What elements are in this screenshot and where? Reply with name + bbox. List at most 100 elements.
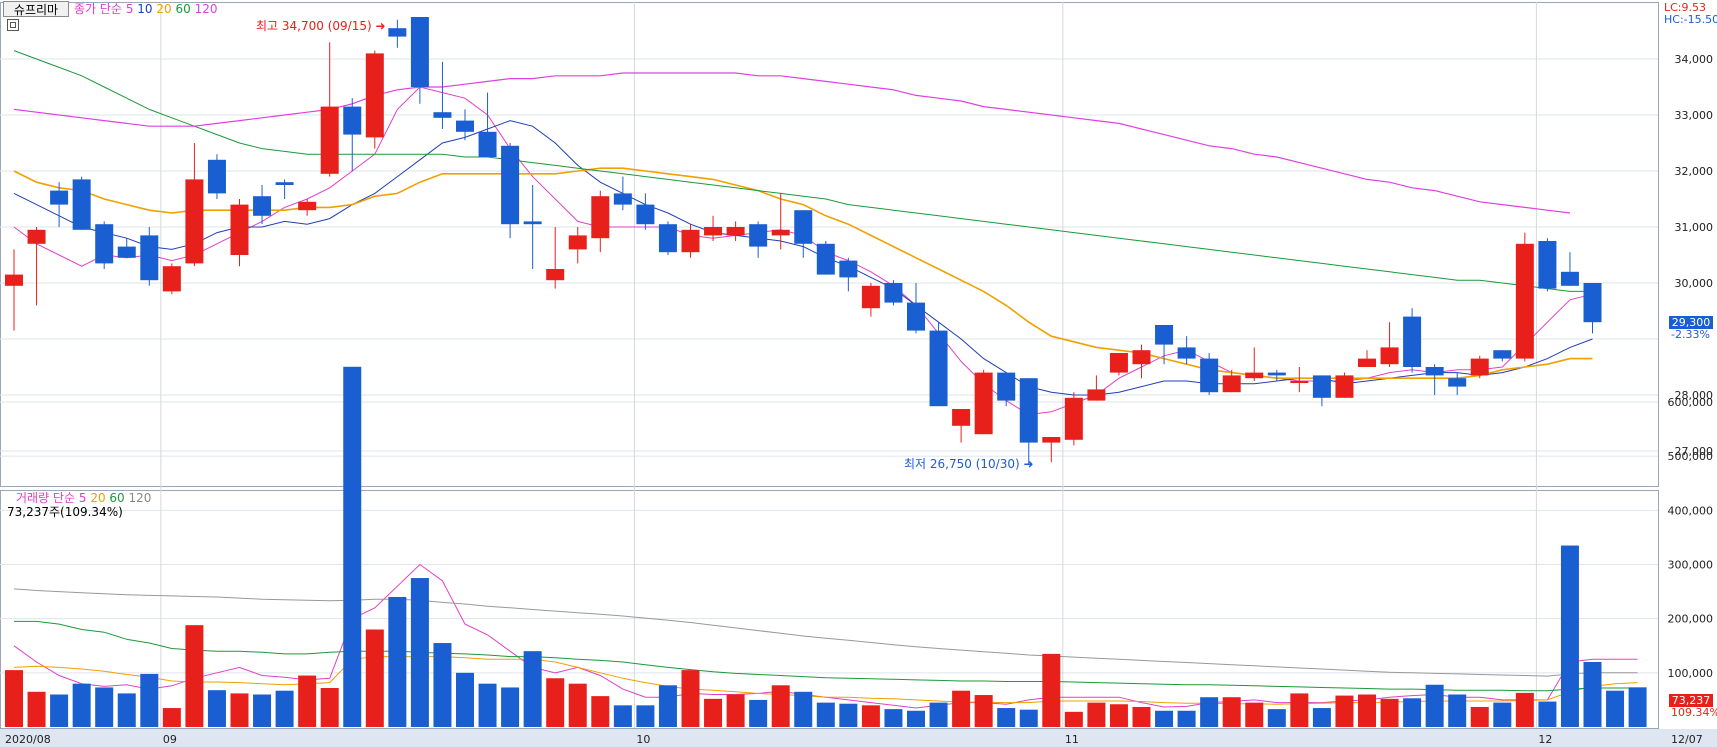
candle-body[interactable] (771, 229, 790, 236)
volume-bar[interactable] (997, 708, 1016, 727)
candle-body[interactable] (5, 274, 23, 286)
volume-bar[interactable] (1425, 684, 1444, 727)
volume-bar[interactable] (343, 366, 362, 727)
volume-bar[interactable] (726, 694, 745, 728)
candle-body[interactable] (478, 131, 497, 157)
candle-body[interactable] (1267, 372, 1286, 376)
volume-bar[interactable] (275, 690, 294, 727)
volume-bar[interactable] (162, 708, 181, 727)
candle-body[interactable] (1109, 353, 1128, 373)
volume-bar[interactable] (320, 688, 339, 727)
volume-bar[interactable] (1628, 687, 1647, 727)
candle-body[interactable] (117, 246, 136, 258)
volume-bar[interactable] (1493, 702, 1512, 727)
candle-body[interactable] (162, 266, 181, 292)
candle-body[interactable] (1200, 358, 1219, 393)
volume-bar[interactable] (1312, 708, 1331, 727)
volume-bar[interactable] (1132, 706, 1151, 727)
volume-bar[interactable] (501, 687, 520, 727)
candle-body[interactable] (1583, 283, 1602, 323)
candle-body[interactable] (658, 224, 677, 253)
candle-body[interactable] (95, 224, 114, 264)
candle-body[interactable] (749, 224, 768, 247)
candle-body[interactable] (1560, 271, 1579, 286)
candle-body[interactable] (1493, 350, 1512, 359)
candle-body[interactable] (320, 106, 339, 174)
grid-toggle-icon[interactable] (7, 19, 19, 31)
candle-body[interactable] (50, 190, 69, 205)
volume-bar[interactable] (456, 672, 474, 727)
volume-bar[interactable] (884, 709, 903, 727)
candle-body[interactable] (816, 243, 835, 275)
candle-body[interactable] (1538, 241, 1557, 289)
volume-bar[interactable] (1515, 692, 1534, 727)
candle-body[interactable] (1312, 375, 1331, 398)
volume-bar[interactable] (952, 690, 971, 727)
volume-bar[interactable] (365, 629, 384, 728)
volume-bar[interactable] (591, 696, 610, 727)
candle-body[interactable] (230, 204, 249, 255)
volume-bar[interactable] (861, 705, 880, 727)
volume-bar[interactable] (230, 693, 249, 727)
candle-body[interactable] (907, 302, 925, 331)
volume-bar[interactable] (50, 694, 69, 728)
volume-bar[interactable] (1155, 710, 1174, 727)
volume-bar[interactable] (1403, 698, 1422, 727)
volume-bar[interactable] (974, 695, 993, 727)
candle-body[interactable] (275, 182, 294, 185)
candle-body[interactable] (1290, 381, 1309, 383)
volume-bar[interactable] (771, 685, 790, 727)
candle-body[interactable] (997, 372, 1016, 401)
candle-body[interactable] (839, 260, 858, 278)
candle-body[interactable] (1515, 243, 1534, 359)
volume-bar[interactable] (613, 705, 632, 727)
volume-bar[interactable] (1470, 706, 1489, 727)
candle-body[interactable] (253, 196, 272, 216)
volume-bar[interactable] (1448, 694, 1467, 728)
candle-body[interactable] (388, 28, 407, 37)
volume-bar[interactable] (1560, 545, 1579, 727)
candle-body[interactable] (613, 193, 632, 205)
volume-bar[interactable] (95, 687, 114, 727)
volume-bar[interactable] (568, 683, 587, 727)
candle-body[interactable] (365, 53, 384, 138)
candle-body[interactable] (1042, 437, 1061, 443)
candle-body[interactable] (1470, 358, 1489, 376)
volume-bar[interactable] (410, 578, 429, 727)
candle-body[interactable] (1380, 347, 1399, 365)
volume-bar[interactable] (1358, 694, 1376, 728)
candle-body[interactable] (794, 210, 813, 244)
candle-body[interactable] (298, 201, 317, 211)
volume-bar[interactable] (1087, 702, 1106, 727)
volume-bar[interactable] (1290, 693, 1309, 727)
candle-body[interactable] (185, 179, 204, 264)
ticker-selector[interactable]: 슈프리마 (3, 1, 69, 17)
volume-bar[interactable] (185, 625, 204, 727)
volume-bar[interactable] (1064, 711, 1083, 727)
volume-bar[interactable] (636, 705, 655, 727)
volume-bar[interactable] (207, 690, 226, 727)
candle-body[interactable] (27, 229, 46, 244)
volume-bar[interactable] (1380, 698, 1399, 727)
volume-bar[interactable] (1538, 701, 1557, 727)
candle-body[interactable] (1019, 378, 1038, 443)
candle-body[interactable] (501, 145, 520, 225)
volume-bar[interactable] (478, 683, 497, 727)
volume-bar[interactable] (117, 693, 136, 727)
volume-bar[interactable] (839, 703, 858, 727)
volume-bar[interactable] (907, 710, 925, 727)
candle-body[interactable] (1403, 316, 1422, 367)
volume-bar[interactable] (794, 691, 813, 727)
volume-bar[interactable] (298, 675, 317, 727)
volume-bar[interactable] (5, 670, 23, 727)
candle-body[interactable] (207, 159, 226, 194)
candle-body[interactable] (1155, 325, 1174, 345)
volume-bar[interactable] (388, 597, 407, 727)
candle-body[interactable] (523, 221, 542, 225)
candle-body[interactable] (1448, 378, 1467, 387)
volume-bar[interactable] (1583, 662, 1602, 727)
volume-bar[interactable] (681, 670, 700, 727)
volume-bar[interactable] (253, 694, 272, 728)
volume-bar[interactable] (1177, 710, 1196, 727)
